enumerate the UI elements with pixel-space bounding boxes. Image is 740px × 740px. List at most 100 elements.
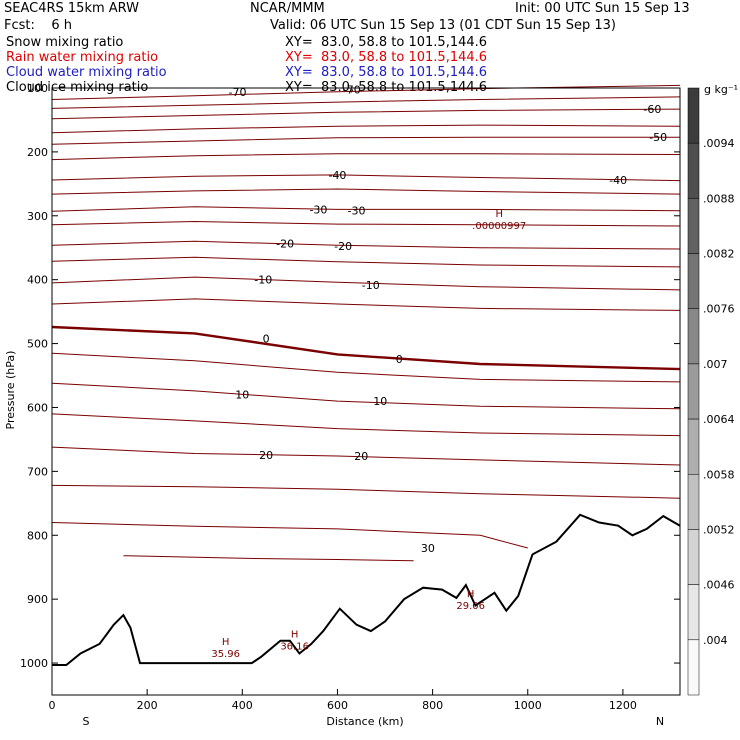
field-xy-rain: XY= 83.0, 58.8 to 101.5,144.6 — [285, 50, 488, 65]
field-xy-cloud-water: XY= 83.0, 58.8 to 101.5,144.6 — [285, 65, 488, 80]
isotherm-line — [51, 276, 681, 291]
colorbar-swatch — [687, 87, 700, 144]
colorbar-swatch — [687, 142, 700, 199]
y-tick-label: 1000 — [20, 657, 48, 670]
x-end-label-right: N — [656, 715, 664, 728]
isotherm-line — [51, 174, 681, 182]
isotherm-label: -20 — [334, 240, 352, 253]
x-axis-label: Distance (km) — [326, 715, 403, 728]
isotherm-line — [51, 352, 681, 383]
terrain-line — [52, 513, 681, 666]
isotherm-label: 30 — [421, 542, 435, 555]
init-time: Init: 00 UTC Sun 15 Sep 13 — [515, 1, 690, 16]
isotherm-label: 20 — [354, 450, 368, 463]
isotherm-line — [51, 240, 681, 250]
high-value-label: 29.06 — [456, 601, 485, 612]
isotherm-label: -50 — [649, 131, 667, 144]
high-value-label: 36.16 — [280, 641, 309, 652]
isotherm-label: -30 — [309, 203, 327, 216]
y-tick-label: 500 — [27, 338, 48, 351]
isotherm-line — [51, 124, 681, 134]
y-tick-label: 600 — [27, 401, 48, 414]
contour-label-layer: -70 -70 -60 -50 -40 -40 -30 -30 -20 -20 -10 -10 0 0 10… — [211, 83, 667, 660]
colorbar-swatch — [687, 639, 700, 696]
high-value-label: .00000997 — [472, 221, 526, 232]
colorbar-label: .0046 — [703, 579, 735, 592]
colorbar-label: .0076 — [703, 303, 735, 316]
isotherm-line — [51, 108, 681, 120]
field-name-cloud-water: Cloud water mixing ratio — [6, 65, 167, 80]
isotherm-label: -10 — [362, 279, 380, 292]
isotherm-line — [51, 446, 681, 466]
terrain-layer — [52, 513, 681, 666]
isotherm-line — [51, 153, 681, 161]
high-marker: H — [467, 589, 475, 600]
colorbar: .0094 .0088 .0082 .0076 .007 .0064 .0058 .0052.… — [687, 87, 735, 696]
isotherm-line — [51, 220, 681, 227]
y-tick-label: 300 — [27, 210, 48, 223]
y-tick-label: 900 — [27, 593, 48, 606]
field-name-rain: Rain water mixing ratio — [6, 50, 159, 65]
isotherm-label: -30 — [348, 205, 366, 218]
center-title: NCAR/MMM — [250, 1, 325, 16]
colorbar-swatch — [687, 363, 700, 420]
isotherm-label: -40 — [328, 169, 346, 182]
axes-layer: 0 200 400 600 800 1000 12001002003004005006007… — [20, 82, 681, 712]
x-tick-label: 0 — [49, 699, 56, 712]
high-marker: H — [222, 637, 230, 648]
field-xy-snow: XY= 83.0, 58.8 to 101.5,144.6 — [285, 35, 488, 50]
isotherm-label: -20 — [276, 237, 294, 250]
y-axis-label: Pressure (hPa) — [4, 351, 17, 430]
valid-time: Valid: 06 UTC Sun 15 Sep 13 (01 CDT Sun … — [270, 18, 616, 33]
field-name-snow: Snow mixing ratio — [6, 35, 124, 50]
x-tick-label: 600 — [327, 699, 348, 712]
high-value-label: 35.96 — [211, 649, 240, 660]
x-tick-label: 400 — [232, 699, 253, 712]
isotherm-line — [51, 256, 681, 268]
isotherm-line — [123, 555, 414, 562]
y-tick-label: 400 — [27, 274, 48, 287]
isotherm-layer — [51, 84, 681, 562]
colorbar-swatch — [687, 418, 700, 475]
colorbar-label: .0058 — [703, 468, 735, 481]
colorbar-swatch — [687, 584, 700, 641]
isotherm-line — [51, 136, 680, 145]
x-tick-label: 1000 — [514, 699, 542, 712]
isotherm-label: -70 — [343, 83, 361, 96]
colorbar-label: .0052 — [703, 523, 735, 536]
high-marker: H — [495, 209, 503, 220]
x-tick-label: 1200 — [609, 699, 637, 712]
colorbar-label: .0094 — [703, 137, 735, 150]
isotherm-label: 10 — [373, 395, 387, 408]
isotherm-line — [51, 382, 681, 410]
colorbar-unit: g kg⁻¹ — [704, 83, 738, 96]
isotherm-label: -60 — [643, 103, 661, 116]
isotherm-line — [51, 298, 681, 311]
forecast-hour: Fcst: 6 h — [4, 18, 73, 33]
isotherm-line — [51, 522, 528, 549]
isotherm-label: 10 — [235, 389, 249, 402]
y-tick-label: 200 — [27, 146, 48, 159]
model-title: SEAC4RS 15km ARW — [4, 1, 140, 16]
isotherm-label: 0 — [396, 353, 403, 366]
colorbar-label: .0082 — [703, 248, 735, 261]
y-tick-label: 700 — [27, 465, 48, 478]
colorbar-label: .007 — [703, 358, 728, 371]
isotherm-line — [51, 413, 681, 437]
colorbar-label: .004 — [703, 634, 728, 647]
colorbar-label: .0064 — [703, 413, 735, 426]
y-tick-label: 100 — [27, 82, 48, 95]
isotherm-label: -10 — [254, 274, 272, 287]
colorbar-swatch — [687, 474, 700, 530]
x-tick-label: 800 — [422, 699, 443, 712]
colorbar-swatch — [687, 253, 700, 309]
colorbar-swatch — [687, 198, 700, 254]
isotherm-label: -70 — [229, 86, 247, 99]
isotherm-line — [51, 484, 681, 499]
isotherm-label: 20 — [259, 449, 273, 462]
x-end-label-left: S — [83, 715, 90, 728]
isotherm-line — [51, 325, 681, 371]
isotherm-label: 0 — [263, 332, 270, 345]
high-marker: H — [291, 629, 299, 640]
